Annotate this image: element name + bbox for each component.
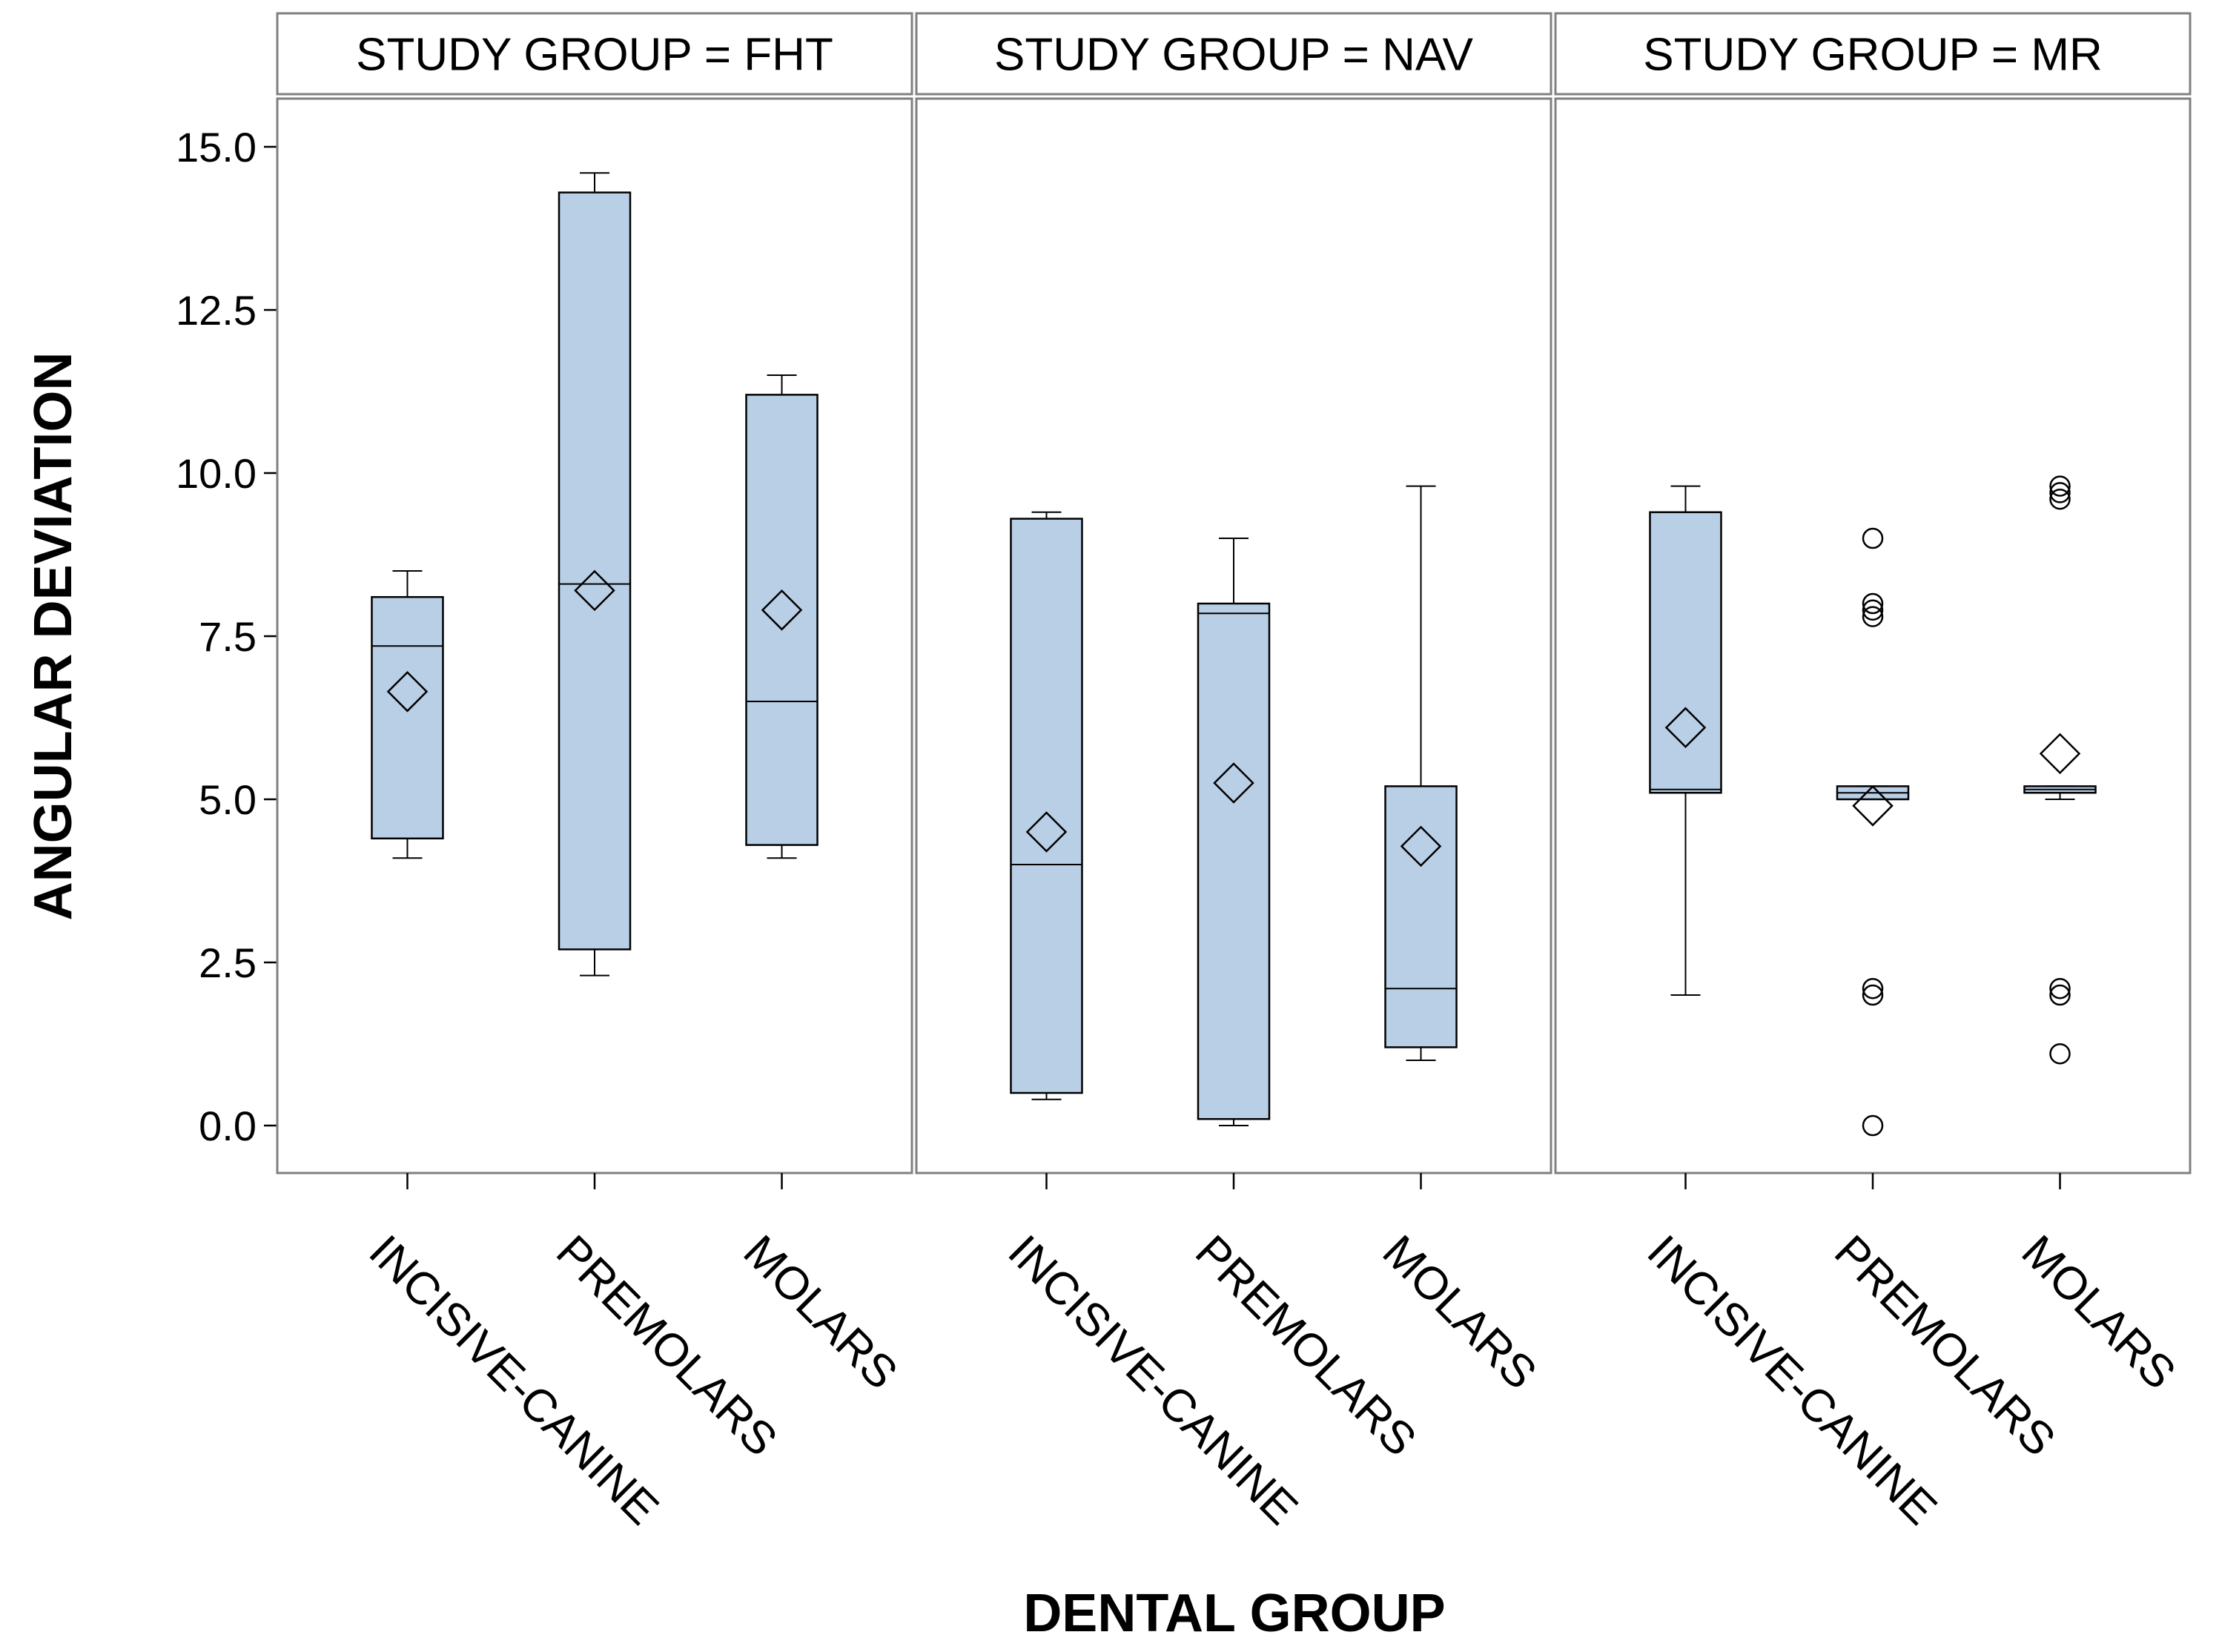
mean-marker [386, 671, 429, 713]
y-tick-label: 7.5 [199, 613, 257, 660]
outlier-point [1862, 984, 1884, 1006]
outlier-point [1862, 1114, 1884, 1137]
panel-title-box [915, 12, 1552, 96]
panel-2: STUDY GROUP = NAVINCISIVE-CANINEPREMOLAR… [915, 12, 1552, 1535]
panel-title: STUDY GROUP = MR [1643, 30, 2103, 81]
iqr-box [1010, 518, 1083, 1094]
panel-title-box [1554, 12, 2192, 96]
panel-title: STUDY GROUP = NAV [994, 30, 1474, 81]
mean-marker [2039, 733, 2081, 775]
panel-1: STUDY GROUP = FHTINCISIVE-CANINEPREMOLAR… [276, 12, 913, 1535]
outlier-point [2049, 475, 2071, 497]
outlier-point [1862, 606, 1884, 627]
outlier-point [2049, 482, 2071, 503]
outlier-point [1862, 977, 1884, 1000]
mean-marker [1213, 762, 1254, 804]
y-tick-label: 2.5 [199, 939, 257, 986]
outlier-point [2049, 1043, 2071, 1065]
x-category-label: MOLARS [1373, 1226, 1547, 1399]
panel-title: STUDY GROUP = FHT [356, 30, 833, 81]
mean-marker [1400, 825, 1442, 868]
y-tick-label: 15.0 [176, 124, 257, 171]
mean-marker [574, 569, 615, 612]
y-tick-label: 12.5 [176, 287, 257, 334]
outlier-point [1862, 527, 1884, 549]
panel-3: STUDY GROUP = MRINCISIVE-CANINEPREMOLARS… [1554, 12, 2192, 1535]
mean-marker [1664, 707, 1707, 748]
x-category-label: MOLARS [734, 1226, 907, 1399]
y-tick-label: 5.0 [199, 776, 257, 823]
outlier-point [2049, 488, 2071, 510]
iqr-box [1649, 511, 1722, 794]
x-axis-title: DENTAL GROUP [1023, 1584, 1445, 1643]
iqr-box [745, 394, 819, 846]
mean-marker [1025, 811, 1068, 853]
outlier-point [2049, 977, 2071, 1000]
panel-title-box [276, 12, 913, 96]
y-axis-title: ANGULAR DEVIATION [24, 352, 83, 921]
y-tick-label: 10.0 [176, 450, 257, 497]
mean-marker [761, 589, 803, 631]
outlier-point [1862, 592, 1884, 615]
iqr-box [1384, 785, 1458, 1048]
outlier-point [1862, 599, 1884, 621]
y-tick-label: 0.0 [199, 1103, 257, 1149]
iqr-box [1197, 602, 1271, 1120]
mean-marker [1852, 785, 1894, 827]
outlier-point [2049, 984, 2071, 1006]
x-category-label: MOLARS [2012, 1226, 2186, 1399]
iqr-box [371, 595, 444, 840]
